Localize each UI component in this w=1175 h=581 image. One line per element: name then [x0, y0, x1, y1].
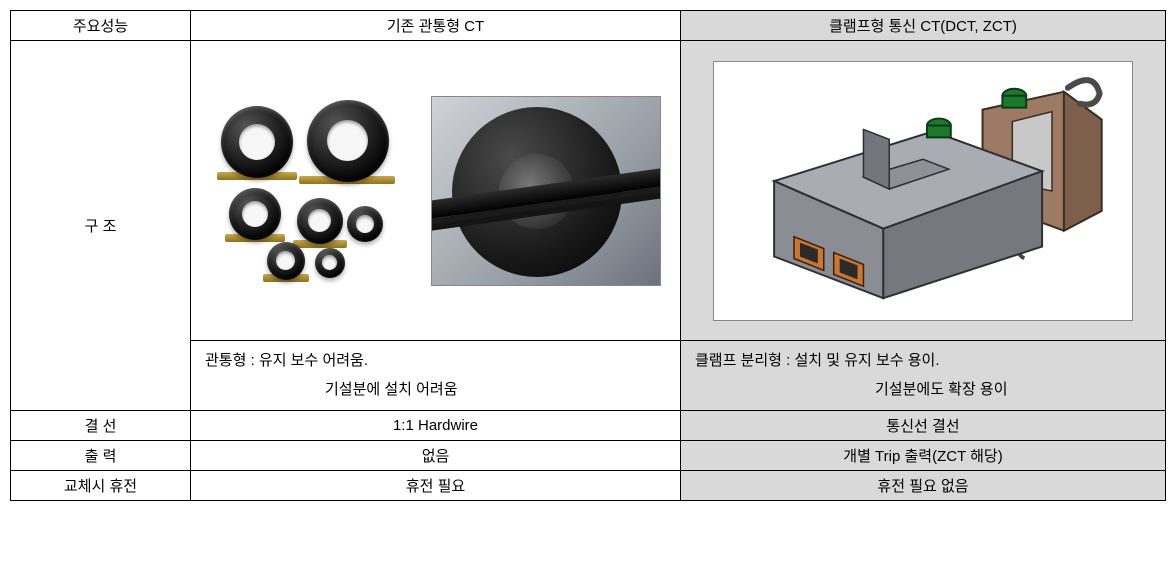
wiring-label: 결 선	[11, 411, 191, 441]
ct-ring-group-icon	[211, 106, 421, 276]
comparison-table: 주요성능 기존 관통형 CT 클램프형 통신 CT(DCT, ZCT) 구 조	[10, 10, 1166, 501]
existing-ct-desc-line1: 관통형 : 유지 보수 어려움.	[205, 352, 368, 369]
header-feature: 주요성능	[11, 11, 191, 41]
output-row: 출 력 없음 개별 Trip 출력(ZCT 해당)	[11, 441, 1166, 471]
downtime-a: 휴전 필요	[191, 471, 681, 501]
clamp-ct-image-cell	[681, 41, 1166, 341]
structure-image-row: 구 조	[11, 41, 1166, 341]
output-a: 없음	[191, 441, 681, 471]
clamp-ct-illustration	[713, 61, 1133, 321]
existing-ct-desc-line2: 기설분에 설치 어려움	[205, 376, 458, 405]
wiring-row: 결 선 1:1 Hardwire 통신선 결선	[11, 411, 1166, 441]
output-label: 출 력	[11, 441, 191, 471]
header-row: 주요성능 기존 관통형 CT 클램프형 통신 CT(DCT, ZCT)	[11, 11, 1166, 41]
downtime-label: 교체시 휴전	[11, 471, 191, 501]
downtime-row: 교체시 휴전 휴전 필요 휴전 필요 없음	[11, 471, 1166, 501]
existing-ct-desc: 관통형 : 유지 보수 어려움. 기설분에 설치 어려움	[191, 341, 681, 411]
existing-ct-illustration	[197, 61, 674, 321]
structure-label: 구 조	[11, 41, 191, 411]
clamp-ct-desc-line1: 클램프 분리형 : 설치 및 유지 보수 용이.	[695, 352, 940, 369]
output-b: 개별 Trip 출력(ZCT 해당)	[681, 441, 1166, 471]
downtime-b: 휴전 필요 없음	[681, 471, 1166, 501]
header-clamp-ct: 클램프형 통신 CT(DCT, ZCT)	[681, 11, 1166, 41]
ct-installed-photo-icon	[431, 96, 661, 286]
wiring-a: 1:1 Hardwire	[191, 411, 681, 441]
header-existing-ct: 기존 관통형 CT	[191, 11, 681, 41]
existing-ct-image-cell	[191, 41, 681, 341]
clamp-ct-desc: 클램프 분리형 : 설치 및 유지 보수 용이. 기설분에도 확장 용이	[681, 341, 1166, 411]
clamp-ct-desc-line2: 기설분에도 확장 용이	[695, 376, 1008, 405]
clamp-ct-3d-icon	[714, 62, 1132, 320]
wiring-b: 통신선 결선	[681, 411, 1166, 441]
